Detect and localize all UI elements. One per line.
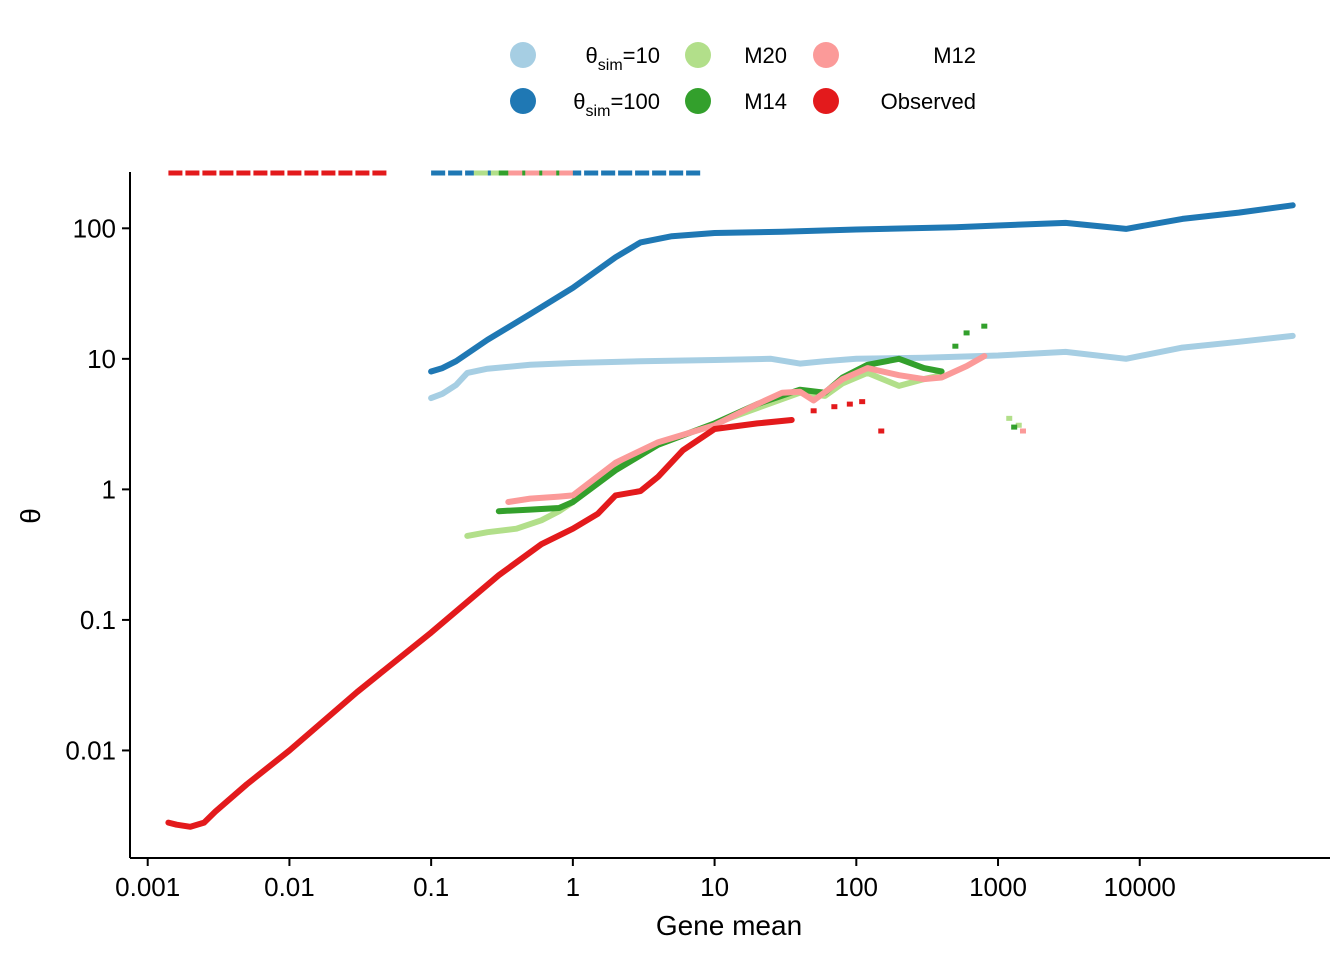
legend-key-m20 [685, 42, 711, 68]
y-tick-label: 100 [73, 213, 116, 243]
series-observed-point [810, 408, 817, 414]
y-axis-title: θ [15, 508, 46, 524]
x-tick-label: 0.01 [264, 872, 315, 902]
x-tick-label: 10000 [1104, 872, 1176, 902]
legend-label-observed: Observed [881, 89, 976, 114]
y-axis-ticks: 0.01 0.1 1 10 100 [65, 213, 130, 765]
x-tick-label: 10 [700, 872, 729, 902]
legend-key-observed [813, 88, 839, 114]
y-tick-label: 0.1 [80, 605, 116, 635]
series-m14-point [1011, 424, 1018, 430]
x-tick-label: 100 [835, 872, 878, 902]
series-m12-point [1019, 428, 1026, 434]
series-observed-line [165, 417, 795, 830]
x-tick-label: 0.001 [115, 872, 180, 902]
y-tick-label: 1 [102, 474, 116, 504]
legend-key-m12 [813, 42, 839, 68]
y-tick-label: 0.01 [65, 735, 116, 765]
legend-label-sim-100: θsim=100 [573, 89, 660, 120]
series-m14-point [952, 343, 959, 349]
x-tick-label: 1000 [969, 872, 1027, 902]
series-observed-point [878, 428, 885, 434]
legend-key-m14 [685, 88, 711, 114]
series-m20-point [1006, 415, 1013, 421]
legend: θsim=10 θsim=100 M20 M14 M12 Observed [510, 42, 976, 120]
series-sim-100-line [428, 202, 1296, 375]
series-m12-line [505, 353, 988, 505]
series-m14-point [963, 330, 970, 336]
y-tick-label: 10 [87, 344, 116, 374]
series-sim-10-line [428, 332, 1296, 402]
plot-area [165, 170, 1296, 830]
series-observed-point [846, 401, 853, 407]
legend-label-m12: M12 [933, 43, 976, 68]
x-axis-title: Gene mean [656, 910, 802, 941]
legend-key-sim-100 [510, 88, 536, 114]
x-tick-label: 0.1 [413, 872, 449, 902]
series-m14-line [495, 355, 945, 515]
legend-label-sim-10: θsim=10 [586, 43, 660, 74]
series-observed-point [831, 404, 838, 410]
series-m14-point [981, 323, 988, 329]
x-tick-label: 1 [566, 872, 580, 902]
x-axis-ticks: 0.001 0.01 0.1 1 10 100 1000 10000 [115, 858, 1176, 902]
legend-label-m14: M14 [744, 89, 787, 114]
legend-label-m20: M20 [744, 43, 787, 68]
legend-key-sim-10 [510, 42, 536, 68]
series-observed-point [859, 399, 866, 405]
series-m20-point [1015, 422, 1022, 428]
